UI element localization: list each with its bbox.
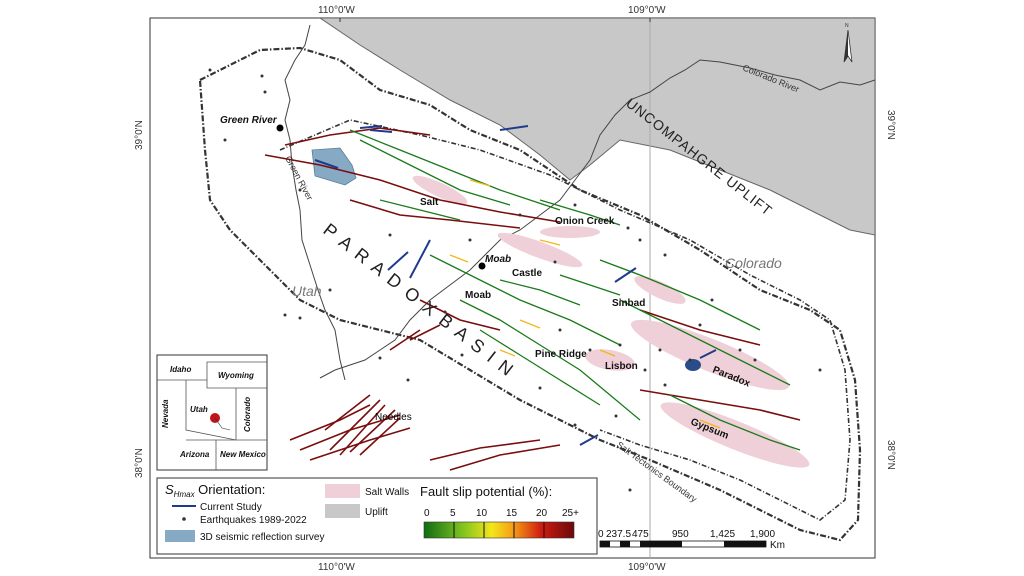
inset-locator-map: Idaho Wyoming Nevada Utah Colorado Arizo… — [156, 354, 268, 471]
label-onion-creek: Onion Creek — [555, 216, 615, 227]
label-lisbon: Lisbon — [605, 361, 638, 372]
north-arrow-icon: N — [843, 23, 853, 63]
green-river — [284, 24, 346, 381]
legend: SHmax Orientation: Current Study Earthqu… — [156, 477, 598, 555]
label-salt: Salt — [420, 197, 439, 208]
label-sinbad: Sinbad — [612, 298, 645, 309]
coord-right-n38: 38°0'N — [885, 440, 896, 470]
coord-top-w109: 109°0'W — [628, 5, 666, 16]
inset-arizona: Arizona — [179, 450, 210, 459]
legend-earthquake-dot — [182, 517, 186, 521]
label-utah-state: Utah — [292, 283, 322, 299]
inset-utah: Utah — [190, 405, 208, 414]
svg-text:N: N — [845, 23, 849, 29]
fsp-tick: 10 — [476, 508, 488, 519]
colorado-river — [319, 59, 875, 379]
legend-earthquakes-label: Earthquakes 1989-2022 — [200, 515, 307, 526]
salt-tectonics-boundary — [279, 119, 851, 521]
label-castle: Castle — [512, 268, 542, 279]
inset-nevada: Nevada — [161, 399, 170, 428]
scale-label: 0 — [598, 529, 604, 540]
inset-wyoming: Wyoming — [218, 371, 254, 380]
faults-mid-slip — [449, 179, 721, 429]
legend-uplift-swatch — [325, 504, 360, 518]
scale-label: 237.5 — [606, 529, 631, 540]
shmax-current-study — [314, 125, 717, 446]
scale-label: 1,425 — [710, 529, 735, 540]
legend-salt-walls-swatch — [325, 484, 360, 498]
label-needles: Needles — [375, 412, 412, 423]
paradox-survey-spot — [685, 359, 701, 371]
moab-city-marker — [478, 262, 486, 270]
legend-current-study-label: Current Study — [200, 502, 262, 513]
faults-low-slip — [349, 129, 801, 451]
label-moab-city: Moab — [485, 254, 511, 265]
fsp-tick: 0 — [424, 508, 430, 519]
fsp-tick: 15 — [506, 508, 518, 519]
fsp-tick: 20 — [536, 508, 548, 519]
coord-bottom-w110: 110°0'W — [318, 562, 355, 573]
legend-seismic-label: 3D seismic reflection survey — [200, 532, 324, 543]
inset-idaho: Idaho — [170, 365, 191, 374]
legend-shmax-title: SHmax Orientation: — [165, 482, 265, 499]
inset-new-mexico: New Mexico — [220, 450, 266, 459]
salt-walls — [412, 175, 810, 468]
fsp-tick: 5 — [450, 508, 456, 519]
legend-uplift-label: Uplift — [365, 507, 388, 518]
inset-colorado: Colorado — [243, 397, 252, 432]
label-colorado-state: Colorado — [725, 255, 782, 271]
fsp-tick: 25+ — [562, 508, 579, 519]
scale-bar: 0 237.5 475 950 1,425 1,900 Km — [598, 529, 785, 551]
coord-top-w110: 110°0'W — [318, 5, 355, 16]
earthquakes — [208, 68, 822, 492]
scale-label: 475 — [632, 529, 649, 540]
coord-bottom-w109: 109°0'W — [628, 562, 666, 573]
green-river-city-marker — [276, 124, 284, 132]
label-green-river: Green River — [220, 115, 278, 126]
legend-salt-walls-label: Salt Walls — [365, 487, 409, 498]
fsp-tick-labels: 0 5 10 15 20 25+ — [424, 508, 579, 519]
coord-right-n39: 39°0'N — [885, 110, 896, 140]
scale-unit: Km — [770, 540, 785, 551]
scale-label: 950 — [672, 529, 689, 540]
uncompahgre-uplift-area — [319, 18, 875, 236]
coord-left-n38: 38°0'N — [134, 448, 145, 478]
legend-seismic-swatch — [165, 530, 195, 542]
label-moab: Moab — [465, 290, 491, 301]
coord-left-n39: 39°0'N — [134, 120, 145, 150]
legend-fsp-title: Fault slip potential (%): — [420, 484, 552, 499]
fsp-color-bar — [423, 521, 575, 539]
scale-label: 1,900 — [750, 529, 775, 540]
label-pine-ridge: Pine Ridge — [535, 349, 587, 360]
